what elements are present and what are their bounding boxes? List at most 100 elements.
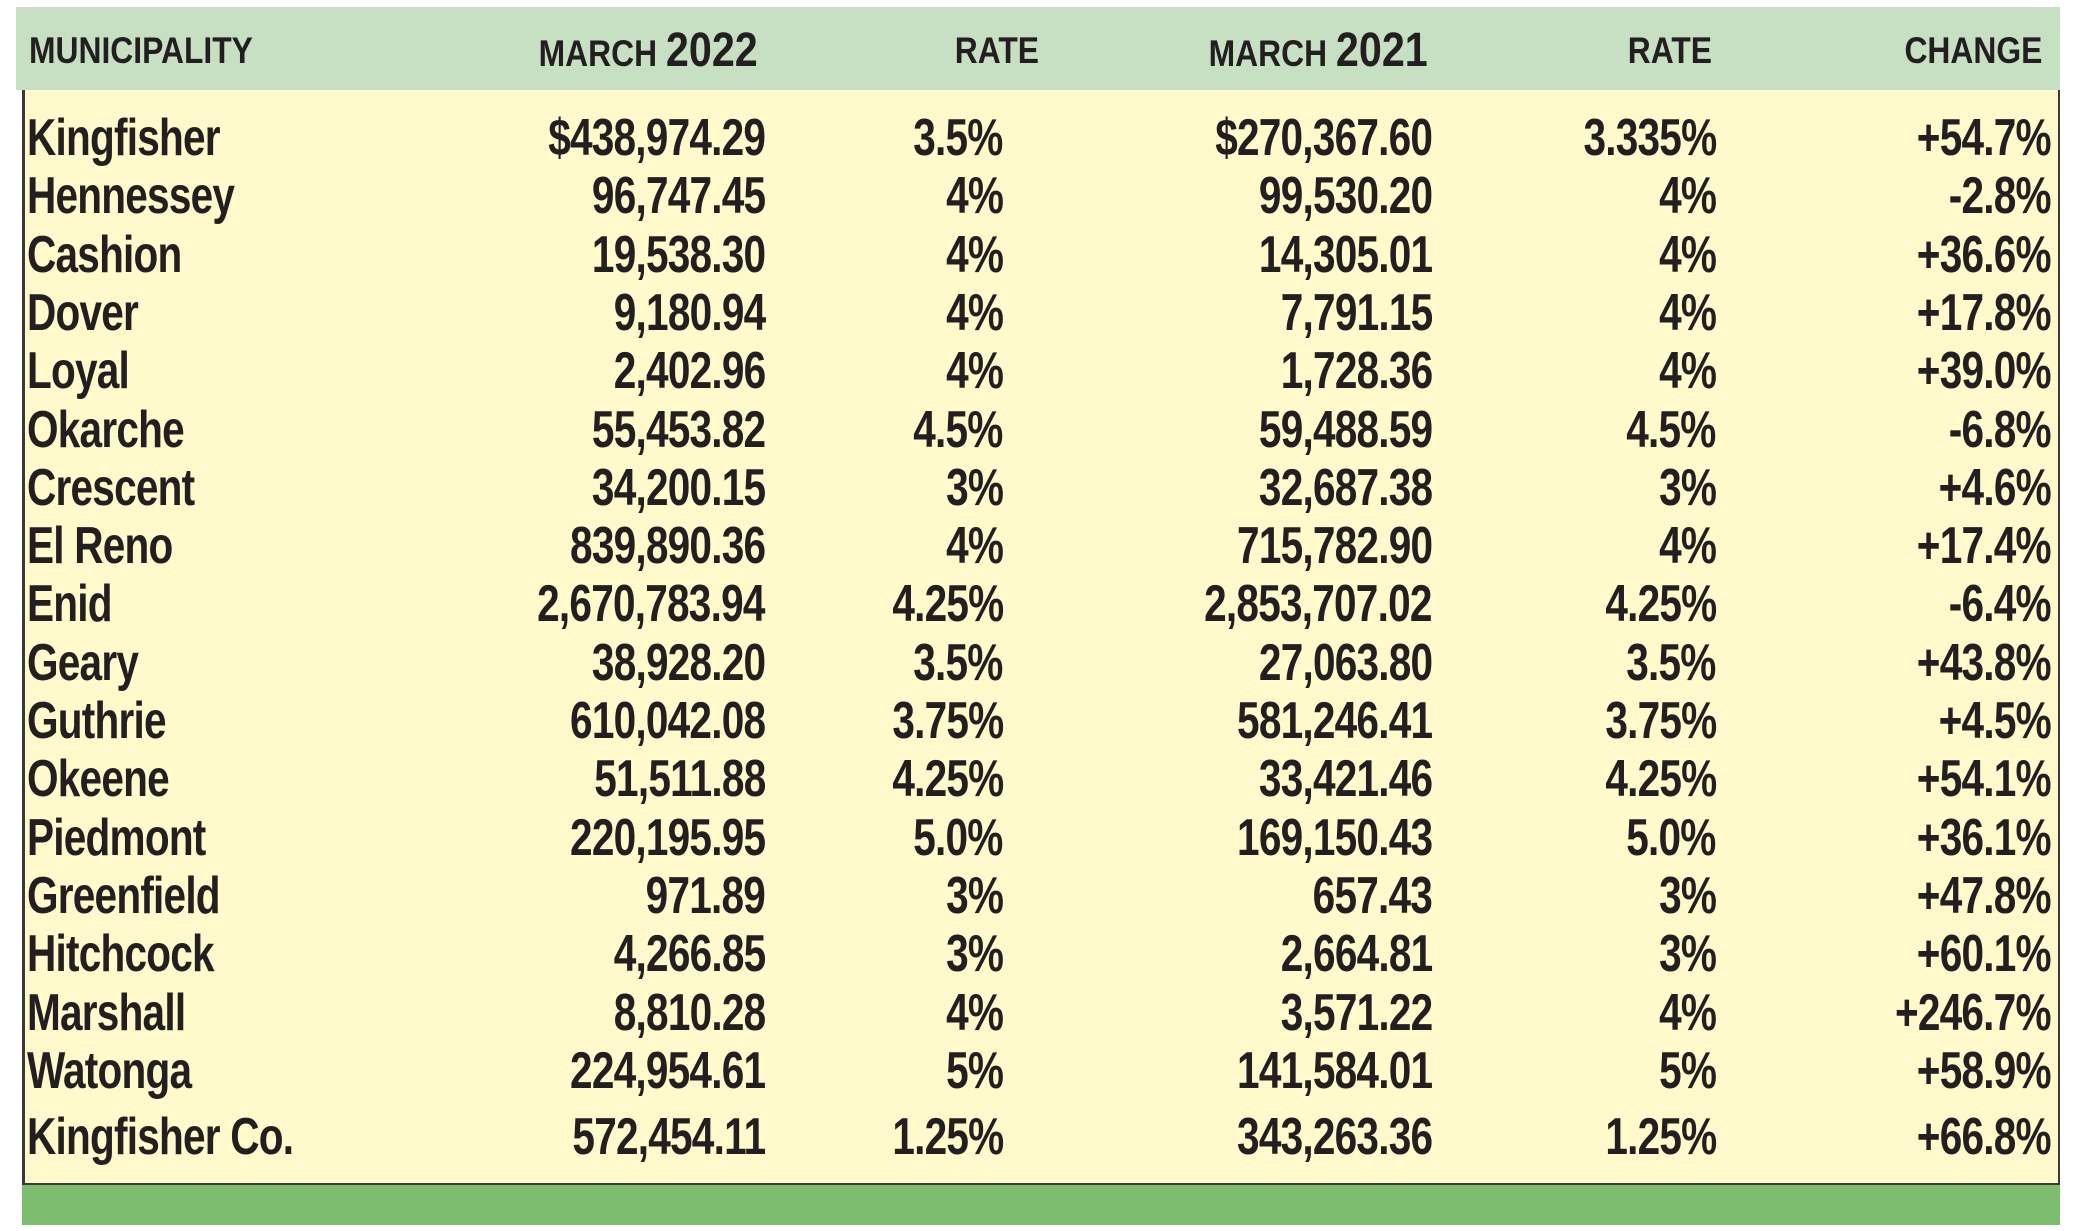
cell-rate-2021: 4% [1658, 342, 1717, 401]
cell-rate-2022: 4% [945, 283, 1004, 342]
cell-change: +58.9% [1916, 1041, 2052, 1100]
cell-rate-2021: 5.0% [1626, 808, 1717, 867]
cell-municipality: Geary [27, 633, 139, 692]
table-row: Guthrie 610,042.08 3.75% 581,246.41 3.75% +4.… [0, 692, 2078, 750]
table-footer-bar [22, 1183, 2060, 1225]
table-row: Hitchcock 4,266.85 3% 2,664.81 3% +60.1% [0, 925, 2078, 983]
cell-march-2022: 610,042.08 [569, 692, 766, 750]
table-row: Crescent 34,200.15 3% 32,687.38 3% +4.6% [0, 459, 2078, 517]
cell-municipality: Dover [27, 283, 139, 342]
header-municipality: MUNICIPALITY [29, 30, 253, 71]
cell-rate-2022: 4% [945, 517, 1004, 576]
cell-march-2022: 572,454.11 [572, 1108, 766, 1167]
table-row: Marshall 8,810.28 4% 3,571.22 4% +246.7% [0, 984, 2078, 1042]
cell-march-2021: 32,687.38 [1258, 458, 1433, 517]
cell-rate-2021: 4% [1658, 225, 1717, 284]
cell-march-2022: 19,538.30 [591, 225, 766, 284]
cell-march-2021: 141,584.01 [1236, 1041, 1433, 1100]
cell-municipality: Hennessey [27, 167, 235, 226]
header-march-2021-prefix: MARCH [1208, 33, 1328, 74]
cell-march-2021: 99,530.20 [1258, 167, 1433, 226]
cell-rate-2022: 3.5% [913, 109, 1004, 167]
cell-rate-2022: 3% [945, 866, 1004, 925]
table-body [22, 90, 2060, 1183]
cell-municipality: Loyal [27, 342, 130, 401]
cell-march-2022: 96,747.45 [591, 167, 766, 226]
cell-march-2021: 33,421.46 [1258, 750, 1433, 809]
cell-march-2022: 220,195.95 [569, 808, 766, 867]
cell-rate-2021: 5% [1658, 1041, 1717, 1100]
cell-municipality: Kingfisher [27, 109, 221, 167]
cell-change: +36.1% [1916, 808, 2052, 867]
cell-march-2022: 38,928.20 [591, 633, 766, 692]
header-march-2022: MARCH 2022 [539, 26, 758, 79]
cell-march-2022: 839,890.36 [569, 517, 766, 576]
header-march-2022-year: 2022 [666, 24, 758, 77]
cell-march-2021: $270,367.60 [1215, 109, 1433, 167]
cell-march-2022: $438,974.29 [548, 109, 766, 167]
cell-rate-2022: 4% [945, 167, 1004, 226]
cell-march-2022: 2,402.96 [613, 342, 765, 401]
cell-rate-2022: 4% [945, 225, 1004, 284]
cell-change: -6.4% [1948, 575, 2052, 634]
cell-change: +17.8% [1916, 283, 2052, 342]
cell-municipality: Enid [27, 575, 113, 634]
cell-rate-2021: 1.25% [1604, 1108, 1717, 1167]
cell-change: +60.1% [1916, 925, 2052, 984]
cell-march-2021: 343,263.36 [1236, 1108, 1433, 1167]
cell-change: +4.5% [1938, 692, 2052, 750]
cell-rate-2021: 4% [1658, 517, 1717, 576]
cell-march-2021: 1,728.36 [1280, 342, 1432, 401]
table-row: Okeene 51,511.88 4.25% 33,421.46 4.25% +54.1% [0, 750, 2078, 808]
cell-march-2021: 3,571.22 [1280, 983, 1432, 1042]
cell-rate-2022: 4% [945, 342, 1004, 401]
cell-march-2022: 51,511.88 [593, 750, 766, 809]
table-row: Loyal 2,402.96 4% 1,728.36 4% +39.0% [0, 342, 2078, 400]
table-header [16, 7, 2060, 90]
cell-change: +39.0% [1916, 342, 2052, 401]
cell-march-2022: 2,670,783.94 [537, 575, 766, 634]
cell-change: +54.7% [1916, 109, 2052, 167]
cell-rate-2022: 4.5% [913, 400, 1004, 459]
cell-change: -6.8% [1948, 400, 2052, 459]
cell-municipality: Okarche [27, 400, 185, 459]
cell-march-2021: 715,782.90 [1236, 517, 1433, 576]
cell-municipality: Marshall [27, 983, 186, 1042]
cell-rate-2021: 3.75% [1604, 692, 1717, 750]
cell-change: -2.8% [1948, 167, 2052, 226]
cell-march-2021: 581,246.41 [1236, 692, 1433, 750]
cell-march-2022: 4,266.85 [613, 925, 765, 984]
cell-municipality: Watonga [27, 1041, 192, 1100]
cell-march-2022: 34,200.15 [591, 458, 766, 517]
cell-march-2022: 55,453.82 [591, 400, 766, 459]
cell-rate-2021: 3.335% [1583, 109, 1717, 167]
cell-rate-2022: 4.25% [891, 750, 1004, 809]
header-march-2021: MARCH 2021 [1209, 26, 1428, 79]
cell-march-2021: 169,150.43 [1236, 808, 1433, 867]
cell-municipality: Guthrie [27, 692, 167, 750]
cell-march-2021: 2,664.81 [1280, 925, 1432, 984]
cell-municipality: Crescent [27, 458, 195, 517]
header-march-2022-prefix: MARCH [538, 33, 658, 74]
cell-change: +54.1% [1916, 750, 2052, 809]
table-row: Greenfield 971.89 3% 657.43 3% +47.8% [0, 867, 2078, 925]
cell-rate-2021: 3.5% [1626, 633, 1717, 692]
cell-municipality: Kingfisher Co. [27, 1108, 294, 1167]
cell-change: +47.8% [1916, 866, 2052, 925]
table-row: Okarche 55,453.82 4.5% 59,488.59 4.5% -6.8% [0, 401, 2078, 459]
cell-rate-2022: 3% [945, 458, 1004, 517]
cell-municipality: Piedmont [27, 808, 206, 867]
cell-municipality: Greenfield [27, 866, 221, 925]
cell-rate-2021: 4% [1658, 167, 1717, 226]
cell-change: +43.8% [1916, 633, 2052, 692]
table-row: Cashion 19,538.30 4% 14,305.01 4% +36.6% [0, 226, 2078, 284]
cell-march-2022: 224,954.61 [569, 1041, 766, 1100]
table-row: Kingfisher Co. 572,454.11 1.25% 343,263.36 1… [0, 1108, 2078, 1166]
cell-rate-2021: 4% [1658, 283, 1717, 342]
cell-municipality: Hitchcock [27, 925, 215, 984]
table-row: Piedmont 220,195.95 5.0% 169,150.43 5.0% +36.… [0, 809, 2078, 867]
cell-march-2021: 7,791.15 [1280, 283, 1432, 342]
table-row: Kingfisher $438,974.29 3.5% $270,367.60 3.33… [0, 109, 2078, 167]
cell-change: +246.7% [1895, 983, 2052, 1042]
cell-march-2021: 59,488.59 [1258, 400, 1433, 459]
